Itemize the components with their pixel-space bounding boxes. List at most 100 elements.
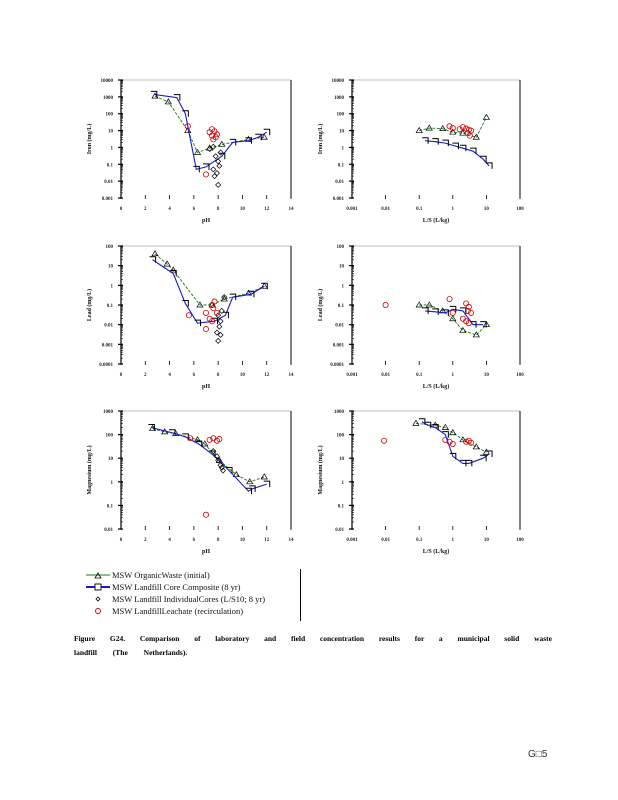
series-line <box>419 304 487 336</box>
data-point <box>170 269 177 277</box>
data-point <box>459 129 467 136</box>
data-point <box>201 440 209 447</box>
x-tick-label: 2 <box>144 207 147 212</box>
data-point <box>209 318 216 325</box>
data-point <box>260 473 268 480</box>
data-point <box>151 250 159 257</box>
data-point <box>466 132 473 139</box>
data-point <box>169 266 177 273</box>
data-point <box>210 136 217 143</box>
data-point <box>194 319 201 327</box>
data-point <box>193 165 200 173</box>
data-point <box>221 294 228 301</box>
y-tick-label: 1 <box>342 146 345 151</box>
data-point <box>217 318 224 325</box>
y-axis-title: Magnesium (mg/L) <box>317 445 324 494</box>
data-point <box>222 311 229 319</box>
x-tick-label: 10 <box>240 538 246 543</box>
x-tick-label: 4 <box>168 373 171 378</box>
data-point <box>442 139 449 147</box>
x-tick-label: 0.1 <box>416 538 423 543</box>
chart-svg: 0.0001 0.001 0.01 0.1 1 10 100 0 2 4 6 8 10 12 14 pH Lea… <box>86 245 295 390</box>
data-point <box>213 453 220 460</box>
data-point <box>163 260 171 267</box>
data-point <box>210 305 217 312</box>
data-point <box>215 457 222 464</box>
legend-label: MSW Landfill IndividualCores (L/S10; 8 y… <box>112 594 266 604</box>
data-point <box>415 301 423 308</box>
data-point <box>182 299 189 307</box>
y-tick-label: 1 <box>111 146 114 151</box>
data-point <box>452 142 459 150</box>
y-tick-label: 1 <box>111 481 114 486</box>
data-point <box>449 128 457 135</box>
data-point <box>215 158 222 165</box>
data-point <box>213 309 220 316</box>
x-tick-label: 10 <box>484 373 490 378</box>
data-point <box>196 301 204 308</box>
x-tick-label: 4 <box>168 538 171 543</box>
x-axis-title: L/S (L/kg) <box>423 217 450 224</box>
data-point <box>148 423 155 431</box>
data-point <box>215 181 222 188</box>
x-tick-label: 0.01 <box>381 538 390 543</box>
y-tick-label: 0.001 <box>333 343 345 348</box>
x-tick-label: 1 <box>452 538 455 543</box>
data-point <box>173 94 181 101</box>
data-point <box>482 113 491 120</box>
data-point <box>441 423 449 430</box>
x-axis-title: pH <box>202 218 210 224</box>
data-point <box>439 124 447 132</box>
y-axis-title: Iron (mg/L) <box>317 124 324 154</box>
data-point <box>459 326 467 333</box>
y-tick-label: 10 <box>339 265 345 270</box>
chart-lead-ph: 0.0001 0.001 0.01 0.1 1 10 100 0 2 4 6 8 10 12 14 pH Lea… <box>76 240 306 405</box>
data-point <box>229 138 237 146</box>
legend-label: MSW Landfill Core Composite (8 yr) <box>112 582 241 592</box>
x-tick-label: 12 <box>264 373 270 378</box>
y-tick-label: 1 <box>342 284 345 289</box>
data-point <box>415 126 423 133</box>
y-tick-label: 100 <box>106 434 114 439</box>
data-point <box>209 132 216 139</box>
data-point <box>210 448 217 455</box>
square-marker-icon <box>86 583 110 591</box>
page-number: G□5 <box>528 749 548 760</box>
data-point <box>203 326 210 333</box>
data-point <box>150 90 158 98</box>
series-line <box>419 117 487 138</box>
data-point <box>232 471 240 478</box>
y-tick-label: 0.001 <box>102 197 114 202</box>
data-point <box>412 419 420 426</box>
data-point <box>456 126 463 133</box>
x-tick-label: 0.001 <box>346 207 358 212</box>
series-line <box>151 426 267 492</box>
x-tick-label: 0.1 <box>416 207 423 212</box>
x-tick-label: 0.1 <box>416 373 423 378</box>
data-point <box>442 309 449 316</box>
data-point <box>218 464 225 471</box>
legend-entry-leachate: MSW LandfillLeachate (recirculation) <box>82 605 300 617</box>
series-line <box>152 428 265 483</box>
chart-magnesium-ph: 0.01 0.1 1 10 100 1000 0 2 4 6 8 10 12 14 pH Magnesium … <box>76 405 306 570</box>
data-point <box>211 173 218 180</box>
data-point <box>449 309 456 316</box>
x-tick-label: 14 <box>289 373 295 378</box>
data-point <box>472 331 480 338</box>
y-tick-label: 10000 <box>101 79 114 84</box>
data-point <box>263 480 271 488</box>
series-line <box>425 140 490 167</box>
data-point <box>382 302 389 309</box>
data-point <box>381 437 388 444</box>
data-point <box>245 137 252 144</box>
y-tick-label: 1000 <box>334 410 345 415</box>
chart-lead-ls: 0.0001 0.001 0.01 0.1 1 10 100 0.001 0.01 0.1 1 10 1… <box>300 240 540 405</box>
data-point <box>184 123 191 130</box>
data-point <box>465 320 472 327</box>
diamond-marker-icon <box>95 596 101 602</box>
data-point <box>247 290 255 298</box>
data-point <box>449 429 457 436</box>
data-point <box>480 321 487 328</box>
data-point <box>218 140 226 147</box>
data-point <box>164 98 172 105</box>
